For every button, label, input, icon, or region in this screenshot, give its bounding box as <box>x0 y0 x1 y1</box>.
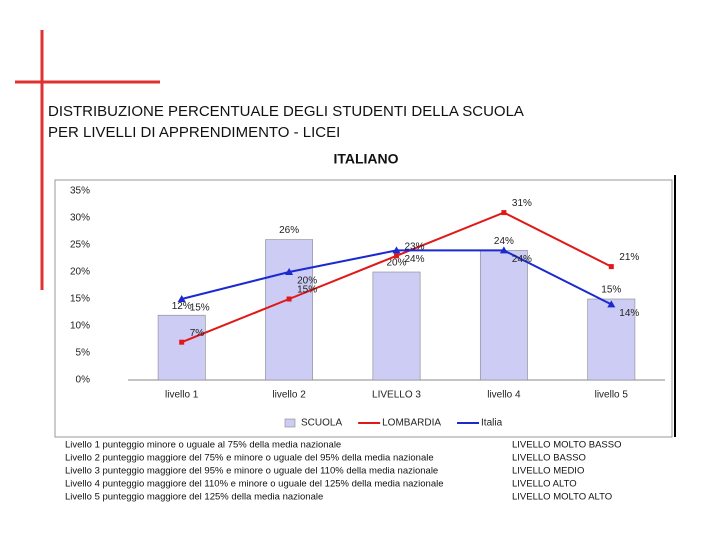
y-tick-label: 25% <box>70 240 90 251</box>
data-label: 31% <box>512 198 532 209</box>
x-tick-label: livello 5 <box>595 390 629 401</box>
data-label: 23% <box>405 241 425 252</box>
x-tick-label: livello 1 <box>165 390 199 401</box>
heading: PER LIVELLI DI APPRENDIMENTO - LICEI <box>48 124 340 141</box>
legend-label: LOMBARDIA <box>382 418 441 429</box>
legend-swatch <box>284 418 296 428</box>
marker <box>392 246 401 254</box>
note: LIVELLO BASSO <box>512 453 586 464</box>
legend-label: Italia <box>481 418 503 429</box>
note: Livello 1 punteggio minore o uguale al 7… <box>65 440 341 451</box>
marker <box>608 264 614 270</box>
marker <box>285 268 294 275</box>
marker <box>394 253 399 259</box>
note: LIVELLO MOLTO BASSO <box>512 440 621 451</box>
bar <box>587 298 636 381</box>
y-tick-label: 15% <box>70 294 90 305</box>
x-tick-label: livello 4 <box>487 390 521 401</box>
note: LIVELLO MOLTO ALTO <box>512 492 612 503</box>
data-label: 12% <box>172 301 192 312</box>
legend-label: SCUOLA <box>301 418 342 429</box>
note: Livello 4 punteggio maggiore del 110% e … <box>65 479 444 490</box>
marker <box>607 300 616 308</box>
heading: DISTRIBUZIONE PERCENTUALE DEGLI STUDENTI… <box>48 103 524 120</box>
data-label: 20% <box>297 276 317 287</box>
y-tick-label: 10% <box>70 321 90 332</box>
y-tick-label: 35% <box>70 186 90 197</box>
y-tick-label: 5% <box>76 348 91 359</box>
data-label: 14% <box>619 308 639 319</box>
data-label: 24% <box>405 254 425 265</box>
bar <box>479 250 528 381</box>
data-label: 20% <box>386 258 406 269</box>
note: Livello 3 punteggio maggiore del 95% e m… <box>65 466 438 477</box>
marker <box>177 295 186 302</box>
data-label: 15% <box>297 285 317 296</box>
marker <box>286 296 292 302</box>
y-tick-label: 0% <box>76 375 91 386</box>
bar <box>157 314 206 381</box>
x-tick-label: LIVELLO 3 <box>372 390 421 401</box>
data-label: 15% <box>601 285 621 296</box>
bar <box>265 239 314 381</box>
data-label: 7% <box>190 328 205 339</box>
marker <box>499 246 508 254</box>
data-label: 21% <box>619 252 639 263</box>
data-label: 26% <box>279 225 299 236</box>
y-tick-label: 30% <box>70 213 90 224</box>
chart-frame <box>54 179 673 438</box>
note: Livello 2 punteggio maggiore del 75% e m… <box>65 453 434 464</box>
marker <box>501 210 507 216</box>
data-label: 15% <box>190 303 210 314</box>
note: Livello 5 punteggio maggiore del 125% de… <box>65 492 323 503</box>
note: LIVELLO MEDIO <box>512 466 584 477</box>
bar <box>372 271 421 381</box>
data-label: 24% <box>512 254 532 265</box>
x-tick-label: livello 2 <box>272 390 306 401</box>
marker <box>179 339 185 345</box>
chart-title: ITALIANO <box>333 151 398 167</box>
y-tick-label: 20% <box>70 267 90 278</box>
data-label: 24% <box>494 236 514 247</box>
note: LIVELLO ALTO <box>512 479 577 490</box>
